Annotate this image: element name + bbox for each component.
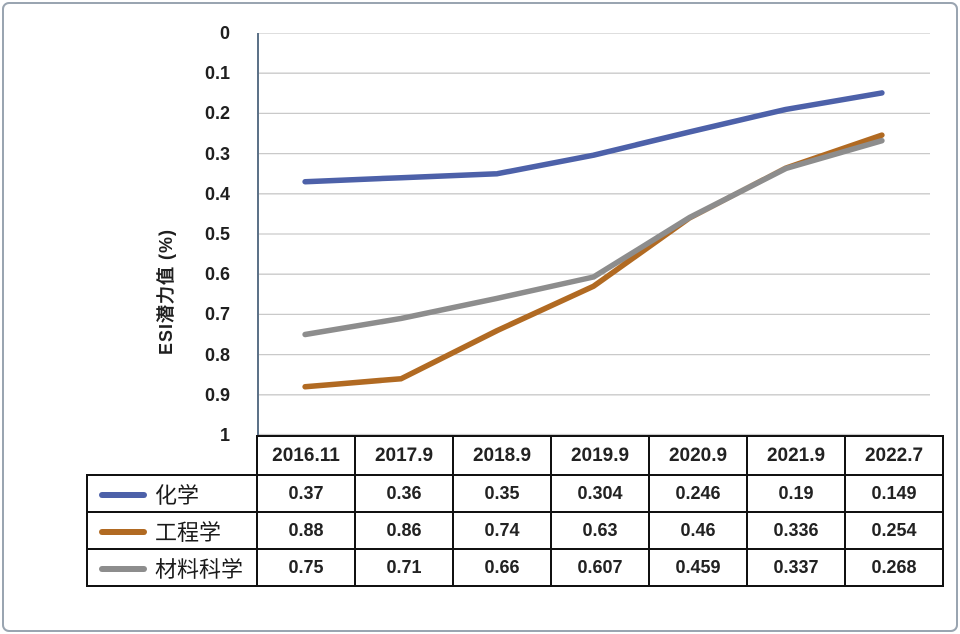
series-line-工程学 — [302, 132, 885, 390]
y-tick-label: 0 — [219, 23, 230, 43]
line-chart-plot-area — [257, 33, 930, 435]
column-header-2022.7: 2022.7 — [844, 435, 944, 476]
column-header-2016.11: 2016.11 — [256, 435, 356, 476]
y-tick-label: 0.4 — [204, 183, 230, 204]
legend-line-icon — [99, 528, 147, 535]
y-tick-label: 0.3 — [204, 143, 230, 164]
series-line-化学 — [302, 90, 885, 185]
legend-line-icon — [99, 491, 147, 498]
legend-label: 工程学 — [155, 519, 222, 545]
column-header-2019.9: 2019.9 — [550, 435, 650, 476]
table-header-row: 2016.11 2017.9 2018.9 2019.9 2020.9 2021.9 202… — [87, 435, 944, 476]
value-cell: 0.37 — [256, 474, 356, 513]
legend-cell-化学: 化学 — [86, 474, 258, 513]
table-row-化学: 化学 0.37 0.36 0.35 0.304 0.246 0.19 0.149 — [86, 474, 944, 513]
y-tick-label: 0.9 — [204, 384, 230, 405]
table-row-材料科学: 材料科学 0.75 0.71 0.66 0.607 0.459 0.337 0.268 — [86, 548, 944, 587]
value-cell: 0.36 — [354, 474, 454, 513]
column-header-2018.9: 2018.9 — [452, 435, 552, 476]
value-cell: 0.66 — [452, 548, 552, 587]
value-cell: 0.63 — [550, 511, 650, 550]
legend-cell-工程学: 工程学 — [86, 511, 258, 550]
value-cell: 0.19 — [746, 474, 846, 513]
legend-cell-材料科学: 材料科学 — [86, 548, 258, 587]
value-cell: 0.337 — [746, 548, 846, 587]
y-tick-label: 0.7 — [204, 304, 230, 325]
value-cell: 0.71 — [354, 548, 454, 587]
column-header-2017.9: 2017.9 — [354, 435, 454, 476]
y-tick-label: 0.8 — [204, 344, 230, 365]
value-cell: 0.254 — [844, 511, 944, 550]
series-line-材料科学 — [302, 137, 885, 338]
y-tick-label: 0.1 — [204, 63, 230, 84]
value-cell: 0.74 — [452, 511, 552, 550]
y-tick-label: 0.2 — [204, 103, 230, 124]
value-cell: 0.304 — [550, 474, 650, 513]
column-header-2021.9: 2021.9 — [746, 435, 846, 476]
value-cell: 0.336 — [746, 511, 846, 550]
table-row-工程学: 工程学 0.88 0.86 0.74 0.63 0.46 0.336 0.254 — [86, 511, 944, 550]
value-cell: 0.35 — [452, 474, 552, 513]
value-cell: 0.46 — [648, 511, 748, 550]
y-tick-label: 0.6 — [204, 264, 230, 285]
value-cell: 0.75 — [256, 548, 356, 587]
value-cell: 0.459 — [648, 548, 748, 587]
y-tick-label: 0.5 — [204, 224, 230, 244]
y-axis-title: ESI潜力值 (%) — [156, 228, 176, 356]
table-corner-spacer — [87, 436, 257, 475]
value-cell: 0.607 — [550, 548, 650, 587]
legend-label: 化学 — [155, 482, 200, 508]
column-header-2020.9: 2020.9 — [648, 435, 748, 476]
legend-label: 材料科学 — [155, 556, 244, 582]
legend-line-icon — [99, 565, 147, 572]
value-cell: 0.268 — [844, 548, 944, 587]
value-cell: 0.86 — [354, 511, 454, 550]
value-cell: 0.88 — [256, 511, 356, 550]
y-tick-label: 1 — [219, 425, 230, 445]
chart-data-table: 2016.11 2017.9 2018.9 2019.9 2020.9 2021.9 202… — [86, 435, 944, 587]
value-cell: 0.246 — [648, 474, 748, 513]
value-cell: 0.149 — [844, 474, 944, 513]
